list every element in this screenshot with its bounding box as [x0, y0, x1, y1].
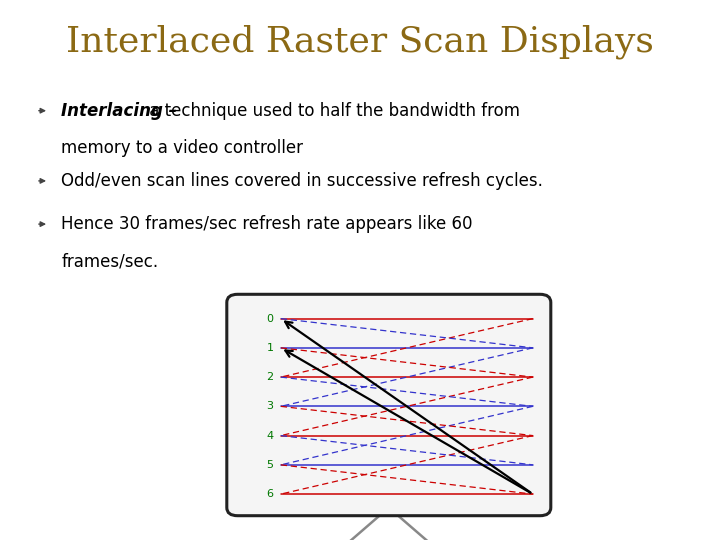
Text: 6: 6: [266, 489, 274, 499]
Text: Odd/even scan lines covered in successive refresh cycles.: Odd/even scan lines covered in successiv…: [61, 172, 543, 190]
Text: 4: 4: [266, 430, 274, 441]
Text: a technique used to half the bandwidth from: a technique used to half the bandwidth f…: [144, 102, 520, 120]
Text: frames/sec.: frames/sec.: [61, 253, 158, 271]
Text: 3: 3: [266, 401, 274, 411]
Text: Hence 30 frames/sec refresh rate appears like 60: Hence 30 frames/sec refresh rate appears…: [61, 215, 473, 233]
Text: 2: 2: [266, 372, 274, 382]
Text: 1: 1: [266, 343, 274, 353]
FancyBboxPatch shape: [227, 294, 551, 516]
Text: 5: 5: [266, 460, 274, 470]
Text: Interlaced Raster Scan Displays: Interlaced Raster Scan Displays: [66, 24, 654, 59]
Text: memory to a video controller: memory to a video controller: [61, 139, 303, 158]
Text: 0: 0: [266, 314, 274, 323]
Text: Interlacing –: Interlacing –: [61, 102, 177, 120]
